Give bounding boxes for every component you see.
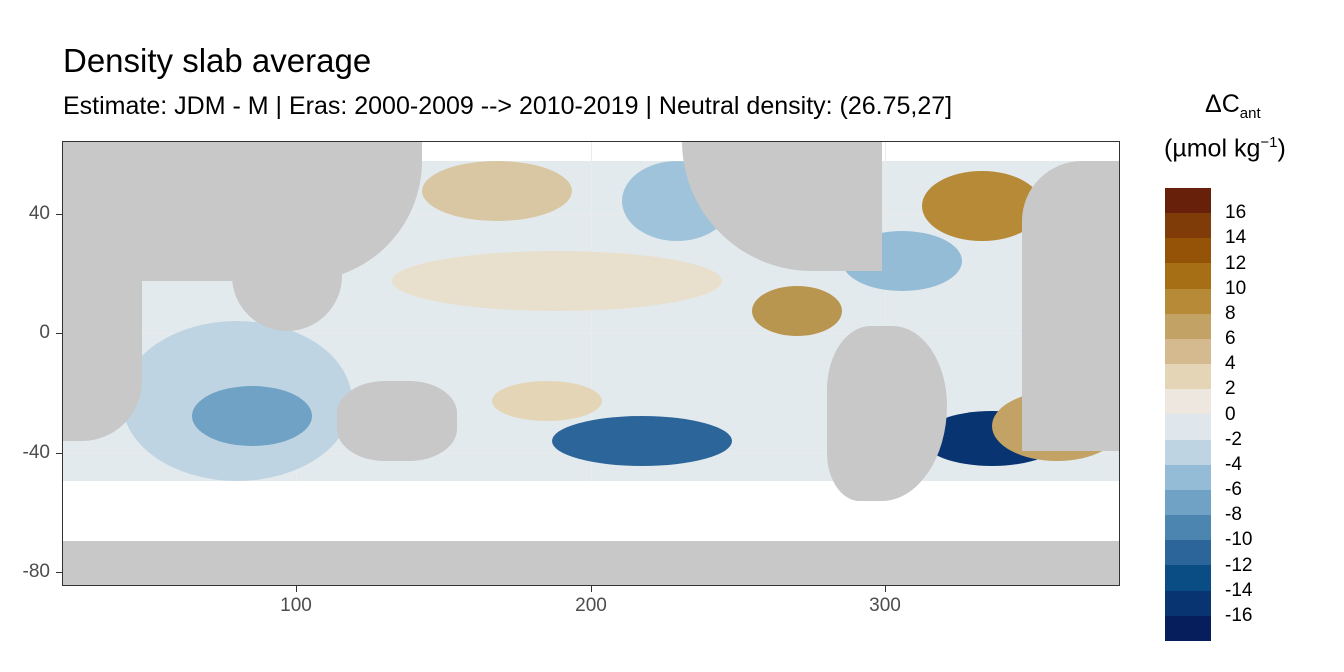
legend-swatch: [1165, 414, 1211, 439]
y-tick-mark-m40: [56, 453, 62, 454]
legend-unit-prefix: (µmol kg: [1164, 134, 1260, 162]
legend-title-main: ΔC: [1205, 90, 1240, 118]
x-tick-mark-100: [296, 586, 297, 592]
legend-unit-suffix: ): [1277, 134, 1285, 162]
legend-label: 10: [1225, 278, 1246, 300]
legend-label: 0: [1225, 404, 1236, 426]
legend-label: 16: [1225, 202, 1246, 224]
legend-swatch: [1165, 263, 1211, 288]
chart-title: Density slab average: [63, 42, 371, 80]
legend-swatch: [1165, 389, 1211, 414]
blob-nw-pacific-tan: [422, 161, 572, 221]
legend-label: -12: [1225, 555, 1252, 577]
x-tick-label-300: 300: [845, 595, 925, 617]
legend-swatch: [1165, 289, 1211, 314]
y-tick-label-m80: -80: [0, 561, 50, 583]
legend-swatch: [1165, 364, 1211, 389]
legend-label: 4: [1225, 353, 1236, 375]
legend-swatch: [1165, 238, 1211, 263]
map-panel: [62, 141, 1120, 586]
legend-swatch: [1165, 465, 1211, 490]
legend-swatch: [1165, 515, 1211, 540]
legend-swatch: [1165, 339, 1211, 364]
legend-label: 12: [1225, 253, 1246, 275]
y-tick-mark-m80: [56, 572, 62, 573]
blob-e-pacific-brown: [752, 286, 842, 336]
x-tick-label-200: 200: [551, 595, 631, 617]
legend-label: 6: [1225, 328, 1236, 350]
legend-swatch: [1165, 591, 1211, 616]
x-tick-mark-300: [885, 586, 886, 592]
legend-swatch: [1165, 314, 1211, 339]
legend-colorbar: [1165, 188, 1211, 641]
legend-unit: (µmol kg−1): [1164, 134, 1286, 163]
blob-pacific-tan-band: [392, 251, 722, 311]
land-antarctica: [62, 541, 1120, 586]
legend-label: -10: [1225, 529, 1252, 551]
legend-title: ΔCant: [1205, 90, 1261, 122]
blob-s-pacific-tan: [492, 381, 602, 421]
legend-label: -8: [1225, 504, 1242, 526]
legend-label: -2: [1225, 429, 1242, 451]
legend-swatch: [1165, 565, 1211, 590]
y-tick-mark-0: [56, 333, 62, 334]
y-tick-label-m40: -40: [0, 442, 50, 464]
legend-swatch: [1165, 540, 1211, 565]
legend-label: 8: [1225, 303, 1236, 325]
legend-swatch: [1165, 213, 1211, 238]
land-africa-east: [1022, 161, 1120, 451]
blob-indian-core: [192, 386, 312, 446]
legend-swatch: [1165, 490, 1211, 515]
land-australia: [337, 381, 457, 461]
legend-label: -16: [1225, 605, 1252, 627]
legend-title-sub: ant: [1240, 105, 1261, 122]
legend-label: 2: [1225, 378, 1236, 400]
x-tick-mark-200: [591, 586, 592, 592]
southern-gap: [62, 481, 1120, 541]
y-tick-label-0: 0: [0, 322, 50, 344]
legend-swatch: [1165, 616, 1211, 641]
land-india: [232, 221, 342, 331]
legend-label: -4: [1225, 454, 1242, 476]
y-tick-label-40: 40: [0, 203, 50, 225]
y-tick-mark-40: [56, 214, 62, 215]
legend-label: -6: [1225, 479, 1242, 501]
x-tick-label-100: 100: [256, 595, 336, 617]
blob-s-pacific-blue: [552, 416, 732, 466]
legend-unit-sup: −1: [1260, 134, 1277, 151]
chart-subtitle: Estimate: JDM - M | Eras: 2000-2009 --> …: [63, 92, 952, 121]
legend-label: 14: [1225, 227, 1246, 249]
legend-swatch: [1165, 440, 1211, 465]
legend-label: -14: [1225, 580, 1252, 602]
legend-swatch: [1165, 188, 1211, 213]
